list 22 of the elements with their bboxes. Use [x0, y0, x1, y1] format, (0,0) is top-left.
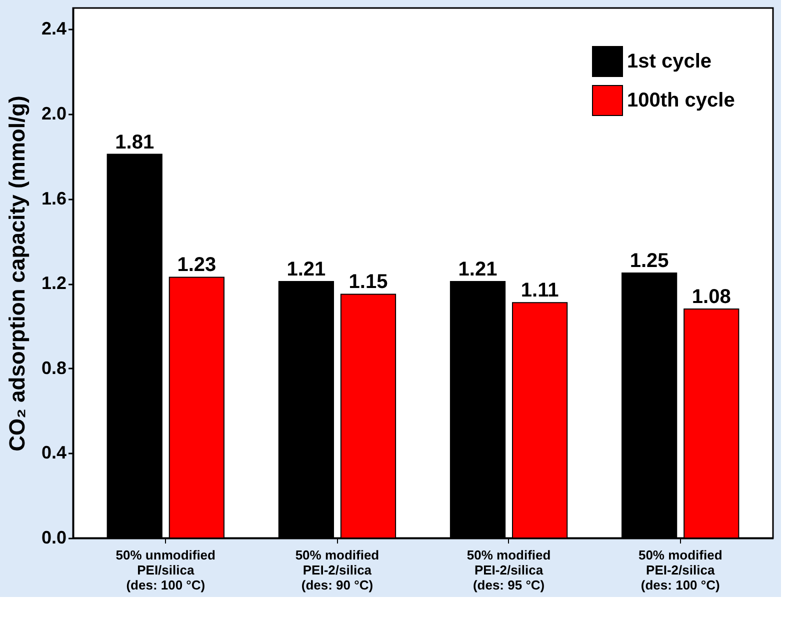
y-tick-label: 1.6	[41, 188, 66, 208]
y-tick-label: 2.4	[41, 18, 66, 39]
y-tick-label: 1.2	[41, 273, 66, 294]
y-tick-label: 0.8	[41, 358, 66, 378]
x-tick-label: 50% modified PEI-2/silica (des: 100 °C)	[638, 548, 722, 592]
data-label: 1.21	[286, 258, 326, 280]
data-label: 1.11	[520, 280, 559, 302]
y-axis-title: CO₂ adsorption capacity (mmol/g)	[4, 96, 30, 452]
data-label: 1.81	[115, 131, 154, 154]
data-label: 1.15	[348, 271, 388, 294]
legend-label: 1st cycle	[627, 50, 712, 72]
y-tick-label: 0.4	[41, 442, 66, 463]
y-tick-label: 2.0	[41, 104, 66, 124]
x-tick-label: 50% unmodified PEI/silica (des: 100 °C)	[116, 548, 216, 592]
data-label: 1.08	[692, 286, 731, 308]
x-tick-label: 50% modified PEI-2/silica (des: 90 °C)	[295, 548, 380, 592]
legend-label: 100th cycle	[627, 90, 735, 112]
data-label: 1.25	[630, 250, 669, 272]
y-tick-label: 0.0	[41, 528, 66, 548]
data-label: 1.23	[177, 254, 216, 276]
x-tick-label: 50% modified PEI-2/silica (des: 95 °C)	[466, 548, 551, 592]
data-label: 1.21	[458, 258, 498, 280]
